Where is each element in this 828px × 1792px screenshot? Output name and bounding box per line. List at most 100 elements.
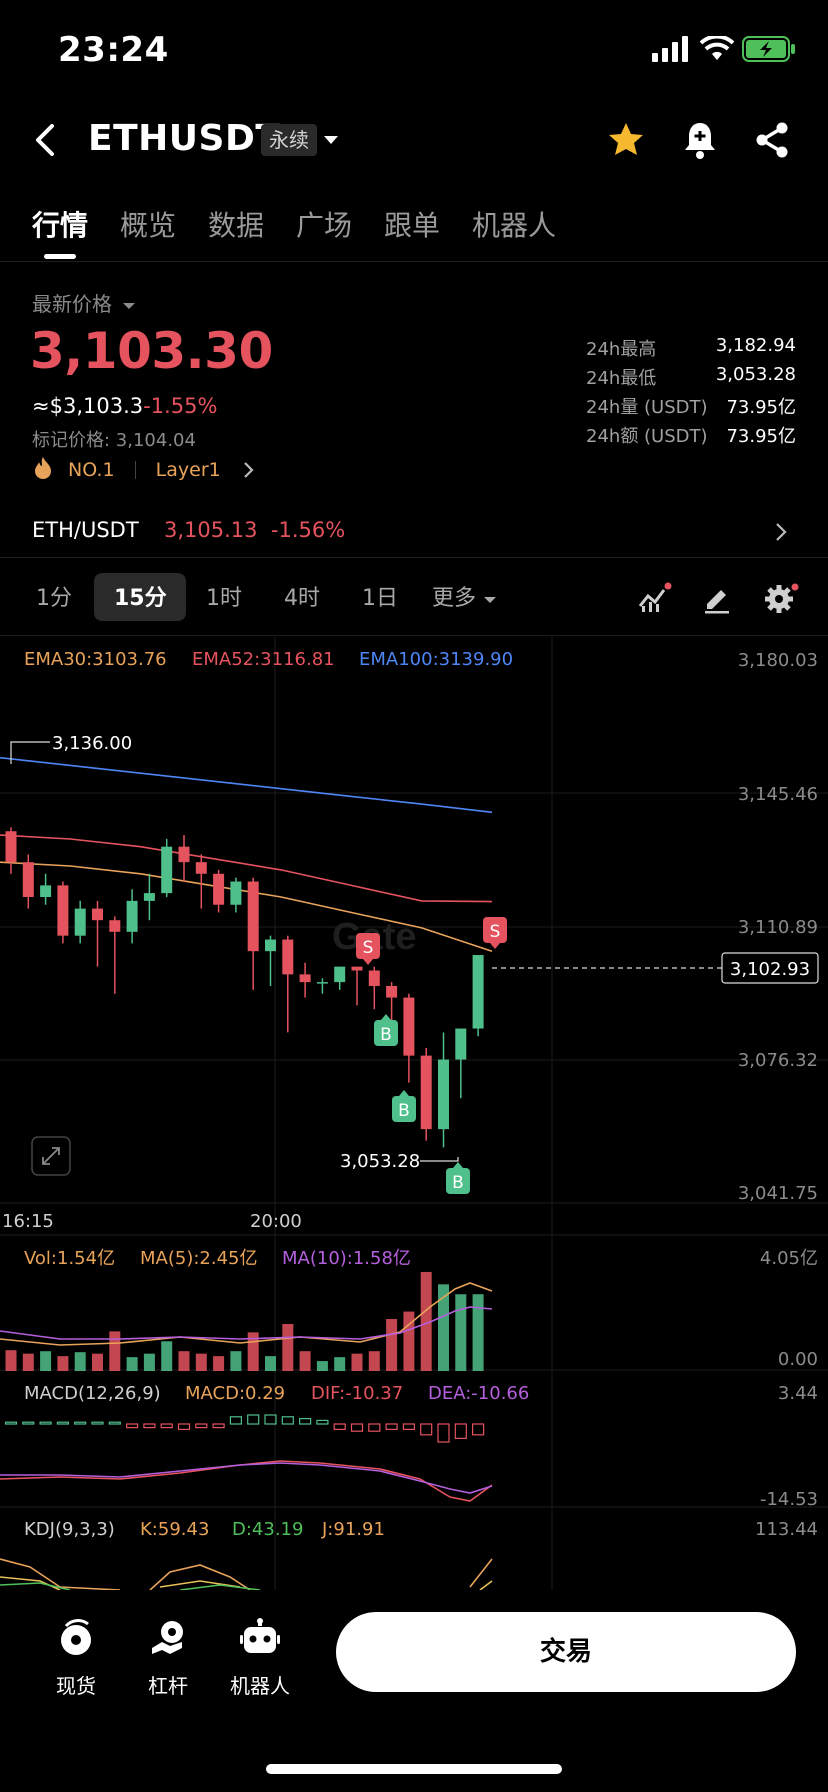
interval-more[interactable]: 更多 — [432, 580, 497, 612]
svg-text:S: S — [363, 938, 374, 958]
svg-text:B: B — [452, 1173, 464, 1193]
divider — [134, 461, 136, 479]
tab-overview[interactable]: 概览 — [120, 209, 177, 242]
volume-y-tick: 4.05亿 — [760, 1248, 818, 1269]
back-icon[interactable] — [26, 120, 66, 160]
macd-bar — [56, 1421, 70, 1425]
nav-spot[interactable]: 现货 — [36, 1618, 116, 1699]
volume-bar — [213, 1356, 225, 1371]
chevron-right-icon[interactable] — [774, 522, 788, 542]
sector-link[interactable]: Layer1 — [155, 459, 221, 481]
active-interval-bg — [94, 573, 186, 621]
candles — [5, 827, 484, 1148]
usd-price-row: ≈$3,103.3-1.55% — [32, 394, 217, 418]
macd-label: MACD(12,26,9) — [24, 1383, 161, 1404]
bottom-action-bar: 现货 杠杆 机器人 交易 — [0, 1590, 828, 1792]
pair-title[interactable]: ETHUSDT — [88, 118, 281, 159]
battery-icon — [742, 36, 795, 62]
wifi-icon — [700, 36, 734, 60]
main-tabs: 行情 概览 数据 广场 跟单 机器人 — [0, 190, 828, 262]
price-type-selector[interactable]: 最新价格 — [32, 288, 136, 317]
y-tick: 3,145.46 — [738, 784, 818, 805]
caret-down-icon — [484, 597, 497, 603]
tab-data[interactable]: 数据 — [208, 209, 265, 242]
chevron-down-icon[interactable] — [322, 134, 340, 146]
clock: 23:24 — [58, 30, 169, 70]
volume-bar — [316, 1361, 328, 1371]
svg-text:S: S — [490, 922, 501, 942]
bell-icon[interactable] — [682, 120, 718, 160]
volume-bar — [74, 1352, 86, 1371]
volume-ma10-line — [0, 1306, 493, 1340]
candle-body — [282, 939, 294, 975]
candle-body — [334, 966, 346, 983]
macd-bar — [472, 1423, 485, 1436]
x-tick: 16:15 — [2, 1211, 54, 1232]
stat-high-value: 3,182.94 — [715, 335, 796, 356]
volume-bar — [230, 1351, 242, 1371]
macd-bar — [22, 1421, 35, 1425]
interval-1h[interactable]: 1时 — [206, 586, 242, 611]
chevron-right-icon[interactable] — [243, 461, 255, 479]
candle-body — [455, 1028, 467, 1060]
usd-price: ≈$3,103.3 — [32, 394, 144, 418]
price-change: -1.55% — [143, 394, 218, 418]
candle-body — [40, 885, 52, 897]
reference-change: -1.56% — [270, 518, 346, 542]
volume-label: Vol:1.54亿 — [24, 1248, 115, 1269]
star-icon[interactable] — [606, 120, 646, 160]
nav-margin[interactable]: 杠杆 — [128, 1618, 208, 1699]
ema52-line — [0, 834, 493, 903]
interval-4h[interactable]: 4时 — [284, 586, 320, 611]
svg-text:B: B — [398, 1101, 410, 1121]
kline-chart[interactable]: Gate EMA30:3103.76 EMA52:3116.81 EMA100:… — [0, 637, 828, 1590]
trade-button[interactable]: 交易 — [336, 1612, 796, 1692]
sell-marker: S — [356, 933, 380, 965]
macd-bar — [402, 1423, 415, 1431]
share-icon[interactable] — [754, 120, 790, 160]
tab-bots[interactable]: 机器人 — [472, 209, 557, 242]
volume-bar — [265, 1356, 276, 1371]
margin-icon — [152, 1621, 183, 1654]
fire-icon — [35, 457, 51, 479]
macd-bar — [385, 1423, 398, 1431]
tab-market[interactable]: 行情 — [32, 209, 89, 242]
nav-bots[interactable]: 机器人 — [220, 1618, 300, 1699]
interval-1d[interactable]: 1日 — [362, 586, 398, 611]
candle-body — [178, 846, 190, 863]
fullscreen-button[interactable] — [31, 1136, 71, 1176]
macd-bar — [368, 1423, 381, 1432]
indicator-icon[interactable] — [638, 582, 672, 614]
interval-15m[interactable]: 15分 — [114, 586, 167, 611]
interval-1m[interactable]: 1分 — [36, 586, 72, 611]
volume-bar — [351, 1353, 363, 1371]
high-annotation-line — [10, 741, 50, 764]
active-tab-indicator — [44, 254, 76, 259]
kdj-j-line — [0, 1558, 493, 1590]
tab-square[interactable]: 广场 — [296, 209, 353, 242]
current-price-box — [721, 952, 819, 984]
macd-bar — [74, 1421, 87, 1425]
macd-bar — [91, 1421, 104, 1425]
chart-canvas[interactable]: Gate EMA30:3103.76 EMA52:3116.81 EMA100:… — [0, 637, 828, 1590]
macd-dif-label: DIF:-10.37 — [311, 1383, 403, 1404]
volume-bar — [299, 1351, 311, 1371]
macd-bar — [143, 1423, 156, 1429]
spot-reference-row[interactable]: ETH/USDT 3,105.13 -1.56% — [0, 506, 828, 558]
macd-bar — [212, 1423, 225, 1429]
candle-body — [403, 997, 415, 1056]
macd-bar — [299, 1417, 312, 1425]
candle-body — [438, 1059, 449, 1130]
candle-body — [213, 873, 225, 905]
settings-gear-icon[interactable] — [764, 582, 800, 614]
draw-tool-icon[interactable] — [702, 582, 732, 614]
volume-bar — [282, 1323, 294, 1371]
low-annotation-line — [420, 1157, 459, 1162]
tab-copy-trading[interactable]: 跟单 — [384, 209, 441, 242]
candle-body — [386, 985, 398, 998]
macd-value-label: MACD:0.29 — [185, 1383, 285, 1404]
volume-bar — [420, 1271, 432, 1371]
y-tick: 3,076.32 — [738, 1050, 818, 1071]
reference-pair: ETH/USDT — [32, 518, 139, 542]
candle-body — [5, 831, 17, 863]
